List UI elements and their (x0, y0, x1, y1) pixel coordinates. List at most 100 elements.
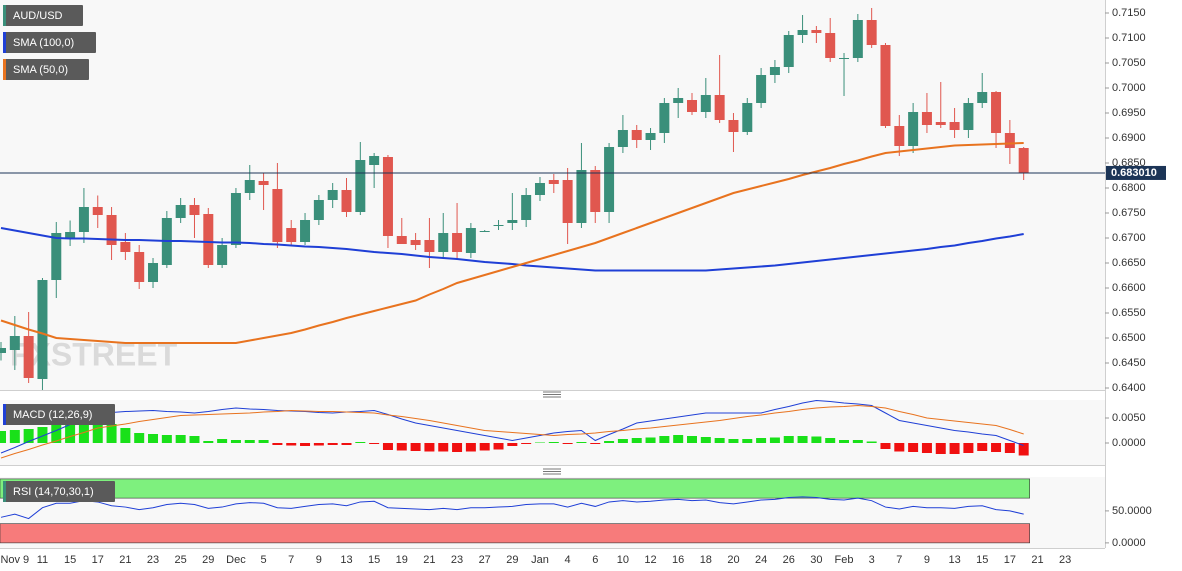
histogram-bar (286, 443, 297, 446)
y-tick-label: 0.7050 (1112, 57, 1146, 69)
histogram-bar (78, 420, 89, 443)
histogram-bar (1018, 443, 1029, 456)
histogram-bar (728, 439, 739, 443)
histogram-bar (507, 443, 518, 446)
x-tick-label: 13 (948, 554, 960, 566)
histogram-bar (134, 433, 145, 443)
y-tick-label: 0.6600 (1112, 282, 1146, 294)
histogram-bar (949, 443, 960, 454)
histogram-bar (769, 437, 780, 443)
candle-body (769, 67, 780, 75)
candle-body (396, 236, 407, 244)
candle-body (673, 98, 684, 103)
histogram-bar (894, 443, 905, 452)
histogram-bar (742, 439, 753, 443)
candle-body (189, 205, 200, 215)
x-tick-label: 9 (316, 554, 322, 566)
histogram-bar (811, 436, 822, 443)
candle-body (465, 228, 476, 253)
candle-body (742, 103, 753, 132)
candle-body (963, 103, 974, 130)
candle-body (562, 180, 573, 223)
histogram-bar (700, 437, 711, 443)
candle-body (244, 180, 255, 193)
x-tick-label: 24 (755, 554, 767, 566)
histogram-bar (852, 440, 863, 443)
x-tick-label: 27 (479, 554, 491, 566)
y-tick-label: 0.6400 (1112, 382, 1146, 394)
rsi-band (0, 523, 1030, 544)
panel-handle[interactable] (543, 468, 561, 475)
histogram-bar (410, 443, 421, 451)
histogram-bar (217, 439, 228, 443)
histogram-bar (479, 443, 490, 451)
candle-body (148, 263, 159, 282)
x-tick-label: 29 (202, 554, 214, 566)
candle-body (921, 112, 932, 125)
y-tick-label: 0.6550 (1112, 307, 1146, 319)
x-tick-label: 20 (727, 554, 739, 566)
histogram-bar (465, 443, 476, 452)
x-tick-label: 21 (119, 554, 131, 566)
candle-body (452, 233, 463, 252)
x-tick-label: 21 (423, 554, 435, 566)
x-tick-label: Dec (226, 554, 246, 566)
panel-handle[interactable] (543, 391, 561, 398)
histogram-bar (576, 442, 587, 443)
candle-body (327, 190, 338, 200)
candle-body (839, 58, 850, 59)
legend-box (3, 59, 89, 80)
histogram-bar (341, 443, 352, 445)
histogram-bar (825, 438, 836, 443)
candle-body (355, 160, 366, 212)
candle-body (134, 252, 145, 282)
candle-body (479, 231, 490, 232)
candle-body (92, 207, 103, 215)
x-tick-label: 7 (896, 554, 902, 566)
histogram-bar (355, 442, 366, 443)
candle-body (894, 126, 905, 146)
macd-line (0, 399, 1024, 454)
y-tick-label: 0.6500 (1112, 332, 1146, 344)
candle-body (617, 130, 628, 147)
candle-body (217, 245, 228, 265)
x-tick-label: 26 (783, 554, 795, 566)
candle-body (548, 180, 559, 184)
y-tick-label: 0.6650 (1112, 257, 1146, 269)
candle-body (783, 35, 794, 67)
front-layer: Nov 9 11 15 17 21 23 25 29 Dec 5 7 9 13 15 19 21 23 27 29 J… (0, 5, 1166, 566)
x-tick-label: 15 (368, 554, 380, 566)
candle-body (230, 193, 241, 245)
histogram-bar (203, 441, 214, 443)
x-tick-label: Nov 9 (0, 554, 29, 566)
x-tick-label: 4 (565, 554, 571, 566)
y-tick-label: 0.0000 (1112, 437, 1146, 449)
candle-body (9, 336, 20, 350)
candle-body (714, 95, 725, 120)
rsi-band (0, 478, 1030, 499)
candle-body (203, 214, 214, 265)
candle-body (977, 92, 988, 103)
x-tick-label: 15 (976, 554, 988, 566)
candle-body (106, 215, 117, 245)
candle-body (949, 122, 960, 130)
candle-body (756, 75, 767, 103)
x-tick-label: 30 (810, 554, 822, 566)
grid-layer: FXSTREET (10, 336, 178, 372)
candle-body (1018, 148, 1029, 173)
x-tick-label: 16 (672, 554, 684, 566)
legend-label: SMA (100,0) (13, 37, 74, 49)
candle-body (438, 233, 449, 252)
histogram-bar (908, 443, 919, 452)
candle-body (935, 122, 946, 125)
histogram-bar (562, 443, 573, 444)
candle-body (880, 45, 891, 126)
x-tick-label: 6 (592, 554, 598, 566)
histogram-bar (590, 443, 601, 444)
candle-body (120, 242, 131, 252)
candle-body (493, 225, 504, 226)
histogram-bar (300, 443, 311, 446)
histogram-bar (438, 443, 449, 452)
x-tick-label: 18 (700, 554, 712, 566)
x-tick-label: 19 (396, 554, 408, 566)
